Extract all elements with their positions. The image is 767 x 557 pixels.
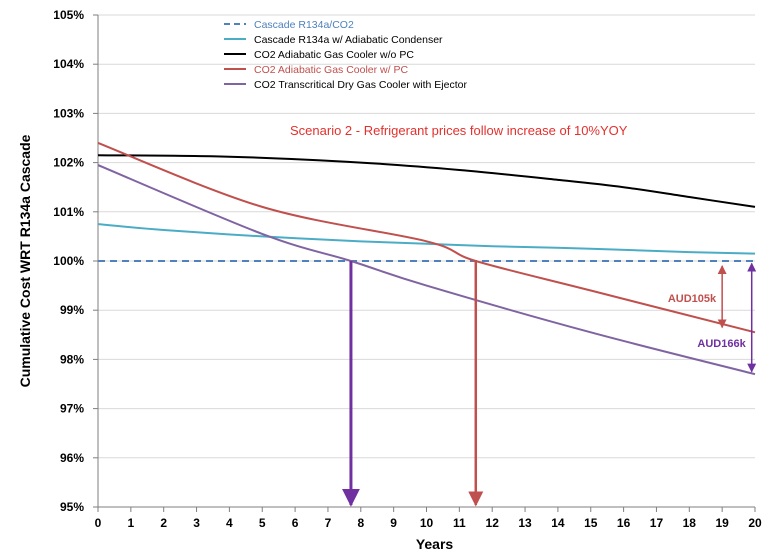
x-tick-label: 2 xyxy=(160,516,167,530)
x-tick-label: 10 xyxy=(420,516,434,530)
legend: Cascade R134a/CO2 Cascade R134a w/ Adiaba… xyxy=(224,19,467,91)
x-tick-label: 11 xyxy=(453,516,466,530)
y-tick-label: 99% xyxy=(60,303,84,317)
legend-label-4: CO2 Adiabatic Gas Cooler w/ PC xyxy=(254,64,408,76)
series-line-4 xyxy=(97,141,756,334)
x-tick-label: 12 xyxy=(486,516,500,530)
series-line-5 xyxy=(97,164,756,376)
x-tick-label: 15 xyxy=(584,516,598,530)
y-axis-label: Cumulative Cost WRT R134a Cascade xyxy=(17,134,33,387)
legend-label-5: CO2 Transcritical Dry Gas Cooler with Ej… xyxy=(254,79,467,91)
scenario-annotation: Scenario 2 - Refrigerant prices follow i… xyxy=(290,123,628,138)
y-tick-label: 98% xyxy=(60,352,84,366)
y-tick-label: 95% xyxy=(60,500,84,514)
x-tick-label: 18 xyxy=(683,516,697,530)
series-lines xyxy=(97,141,756,376)
x-tick-label: 17 xyxy=(650,516,664,530)
x-tick-label: 9 xyxy=(390,516,397,530)
x-tick-label: 4 xyxy=(226,516,233,530)
y-tick-label: 105% xyxy=(53,8,84,22)
x-tick-label: 8 xyxy=(357,516,364,530)
x-tick-label: 3 xyxy=(193,516,200,530)
x-tick-label: 1 xyxy=(128,516,135,530)
y-tick-label: 97% xyxy=(60,402,84,416)
legend-label-3: CO2 Adiabatic Gas Cooler w/o PC xyxy=(254,49,414,61)
y-tick-label: 96% xyxy=(60,451,84,465)
x-axis-label: Years xyxy=(416,536,454,552)
y-tick-label: 103% xyxy=(53,106,84,120)
annotations: AUD105k AUD166k xyxy=(341,261,757,507)
x-tick-label: 20 xyxy=(748,516,762,530)
legend-label-2: Cascade R134a w/ Adiabatic Condenser xyxy=(254,34,443,46)
x-tick-label: 16 xyxy=(617,516,631,530)
series-line-3 xyxy=(97,154,756,208)
x-tick-label: 6 xyxy=(292,516,299,530)
x-tick-label: 13 xyxy=(518,516,532,530)
x-tick-label: 19 xyxy=(715,516,729,530)
x-tick-label: 7 xyxy=(325,516,332,530)
y-tick-label: 104% xyxy=(53,57,84,71)
gap-label-purple: AUD166k xyxy=(697,338,746,350)
gap-label-red: AUD105k xyxy=(668,293,717,305)
legend-label-1: Cascade R134a/CO2 xyxy=(254,19,354,31)
x-tick-label: 14 xyxy=(551,516,565,530)
y-tick-label: 102% xyxy=(53,156,84,170)
x-tick-label: 5 xyxy=(259,516,266,530)
y-tick-label: 100% xyxy=(53,254,84,268)
x-tick-label: 0 xyxy=(95,516,102,530)
x-axis-ticks: 0 1 2 3 4 5 6 7 8 9 10 11 12 13 14 15 16 17 18 19 20 xyxy=(95,507,762,530)
series-line-2 xyxy=(97,223,756,255)
y-axis-ticks: 95% 96% 97% 98% 99% 100% 101% 102% 103% 104% 105% xyxy=(53,8,98,514)
y-tick-label: 101% xyxy=(53,205,84,219)
